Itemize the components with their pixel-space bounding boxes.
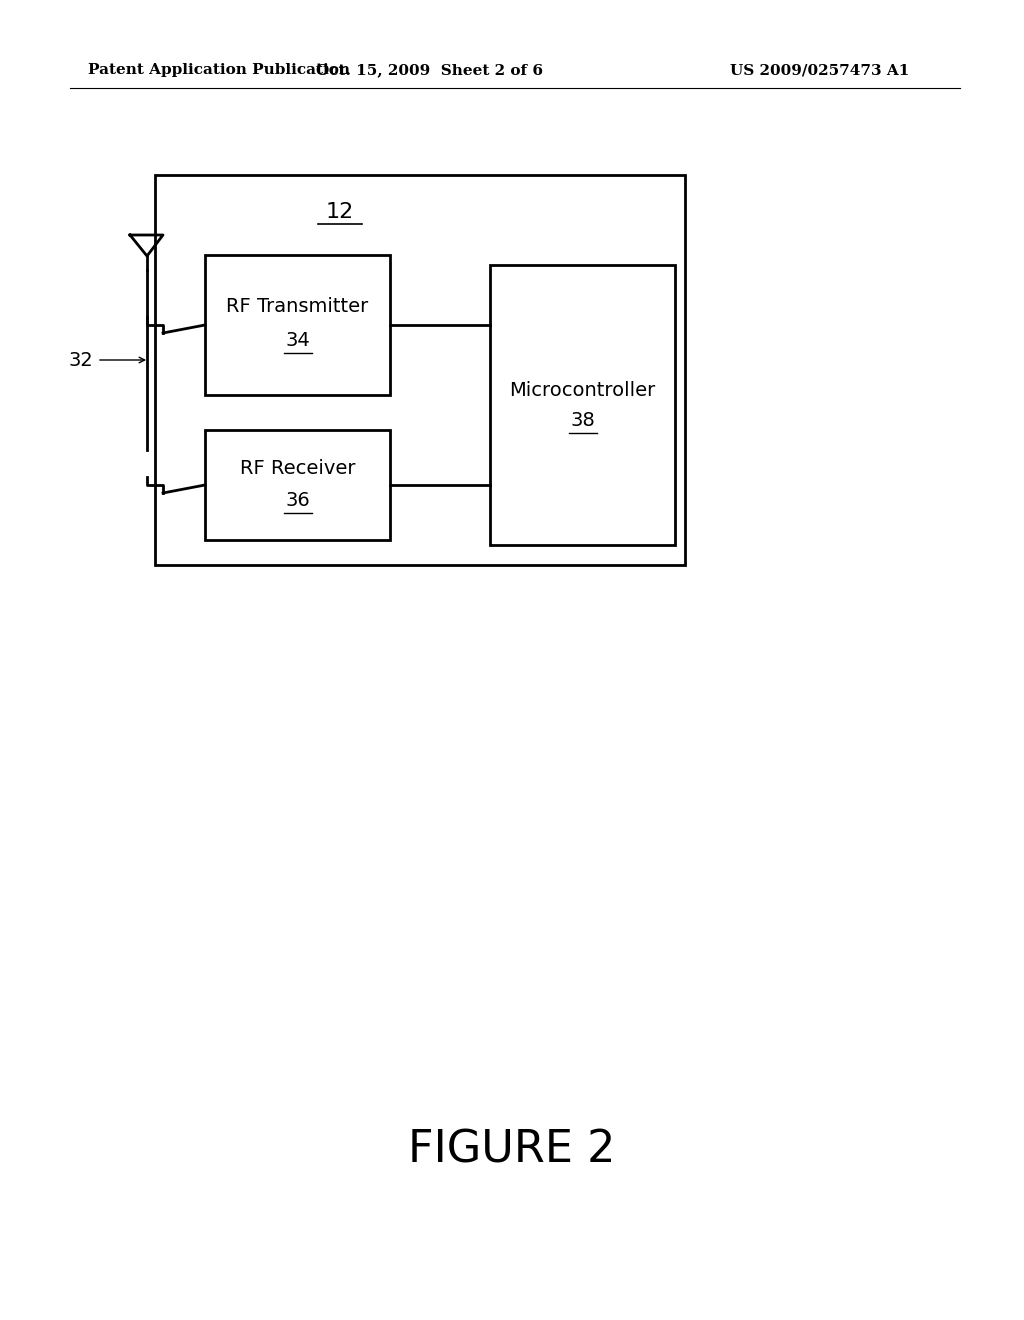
Text: Microcontroller: Microcontroller [509, 381, 655, 400]
Bar [205, 255, 390, 395]
Bar [490, 265, 675, 545]
Text: 32: 32 [69, 351, 93, 370]
Bar [155, 176, 685, 565]
Text: 36: 36 [285, 491, 310, 511]
Text: 34: 34 [285, 331, 310, 351]
Text: US 2009/0257473 A1: US 2009/0257473 A1 [730, 63, 909, 77]
Bar [205, 430, 390, 540]
Text: 38: 38 [570, 412, 595, 430]
Text: FIGURE 2: FIGURE 2 [409, 1129, 615, 1172]
Text: 12: 12 [326, 202, 354, 222]
Text: Oct. 15, 2009  Sheet 2 of 6: Oct. 15, 2009 Sheet 2 of 6 [316, 63, 544, 77]
Text: RF Transmitter: RF Transmitter [226, 297, 369, 317]
Text: RF Receiver: RF Receiver [240, 459, 355, 479]
Text: Patent Application Publication: Patent Application Publication [88, 63, 350, 77]
